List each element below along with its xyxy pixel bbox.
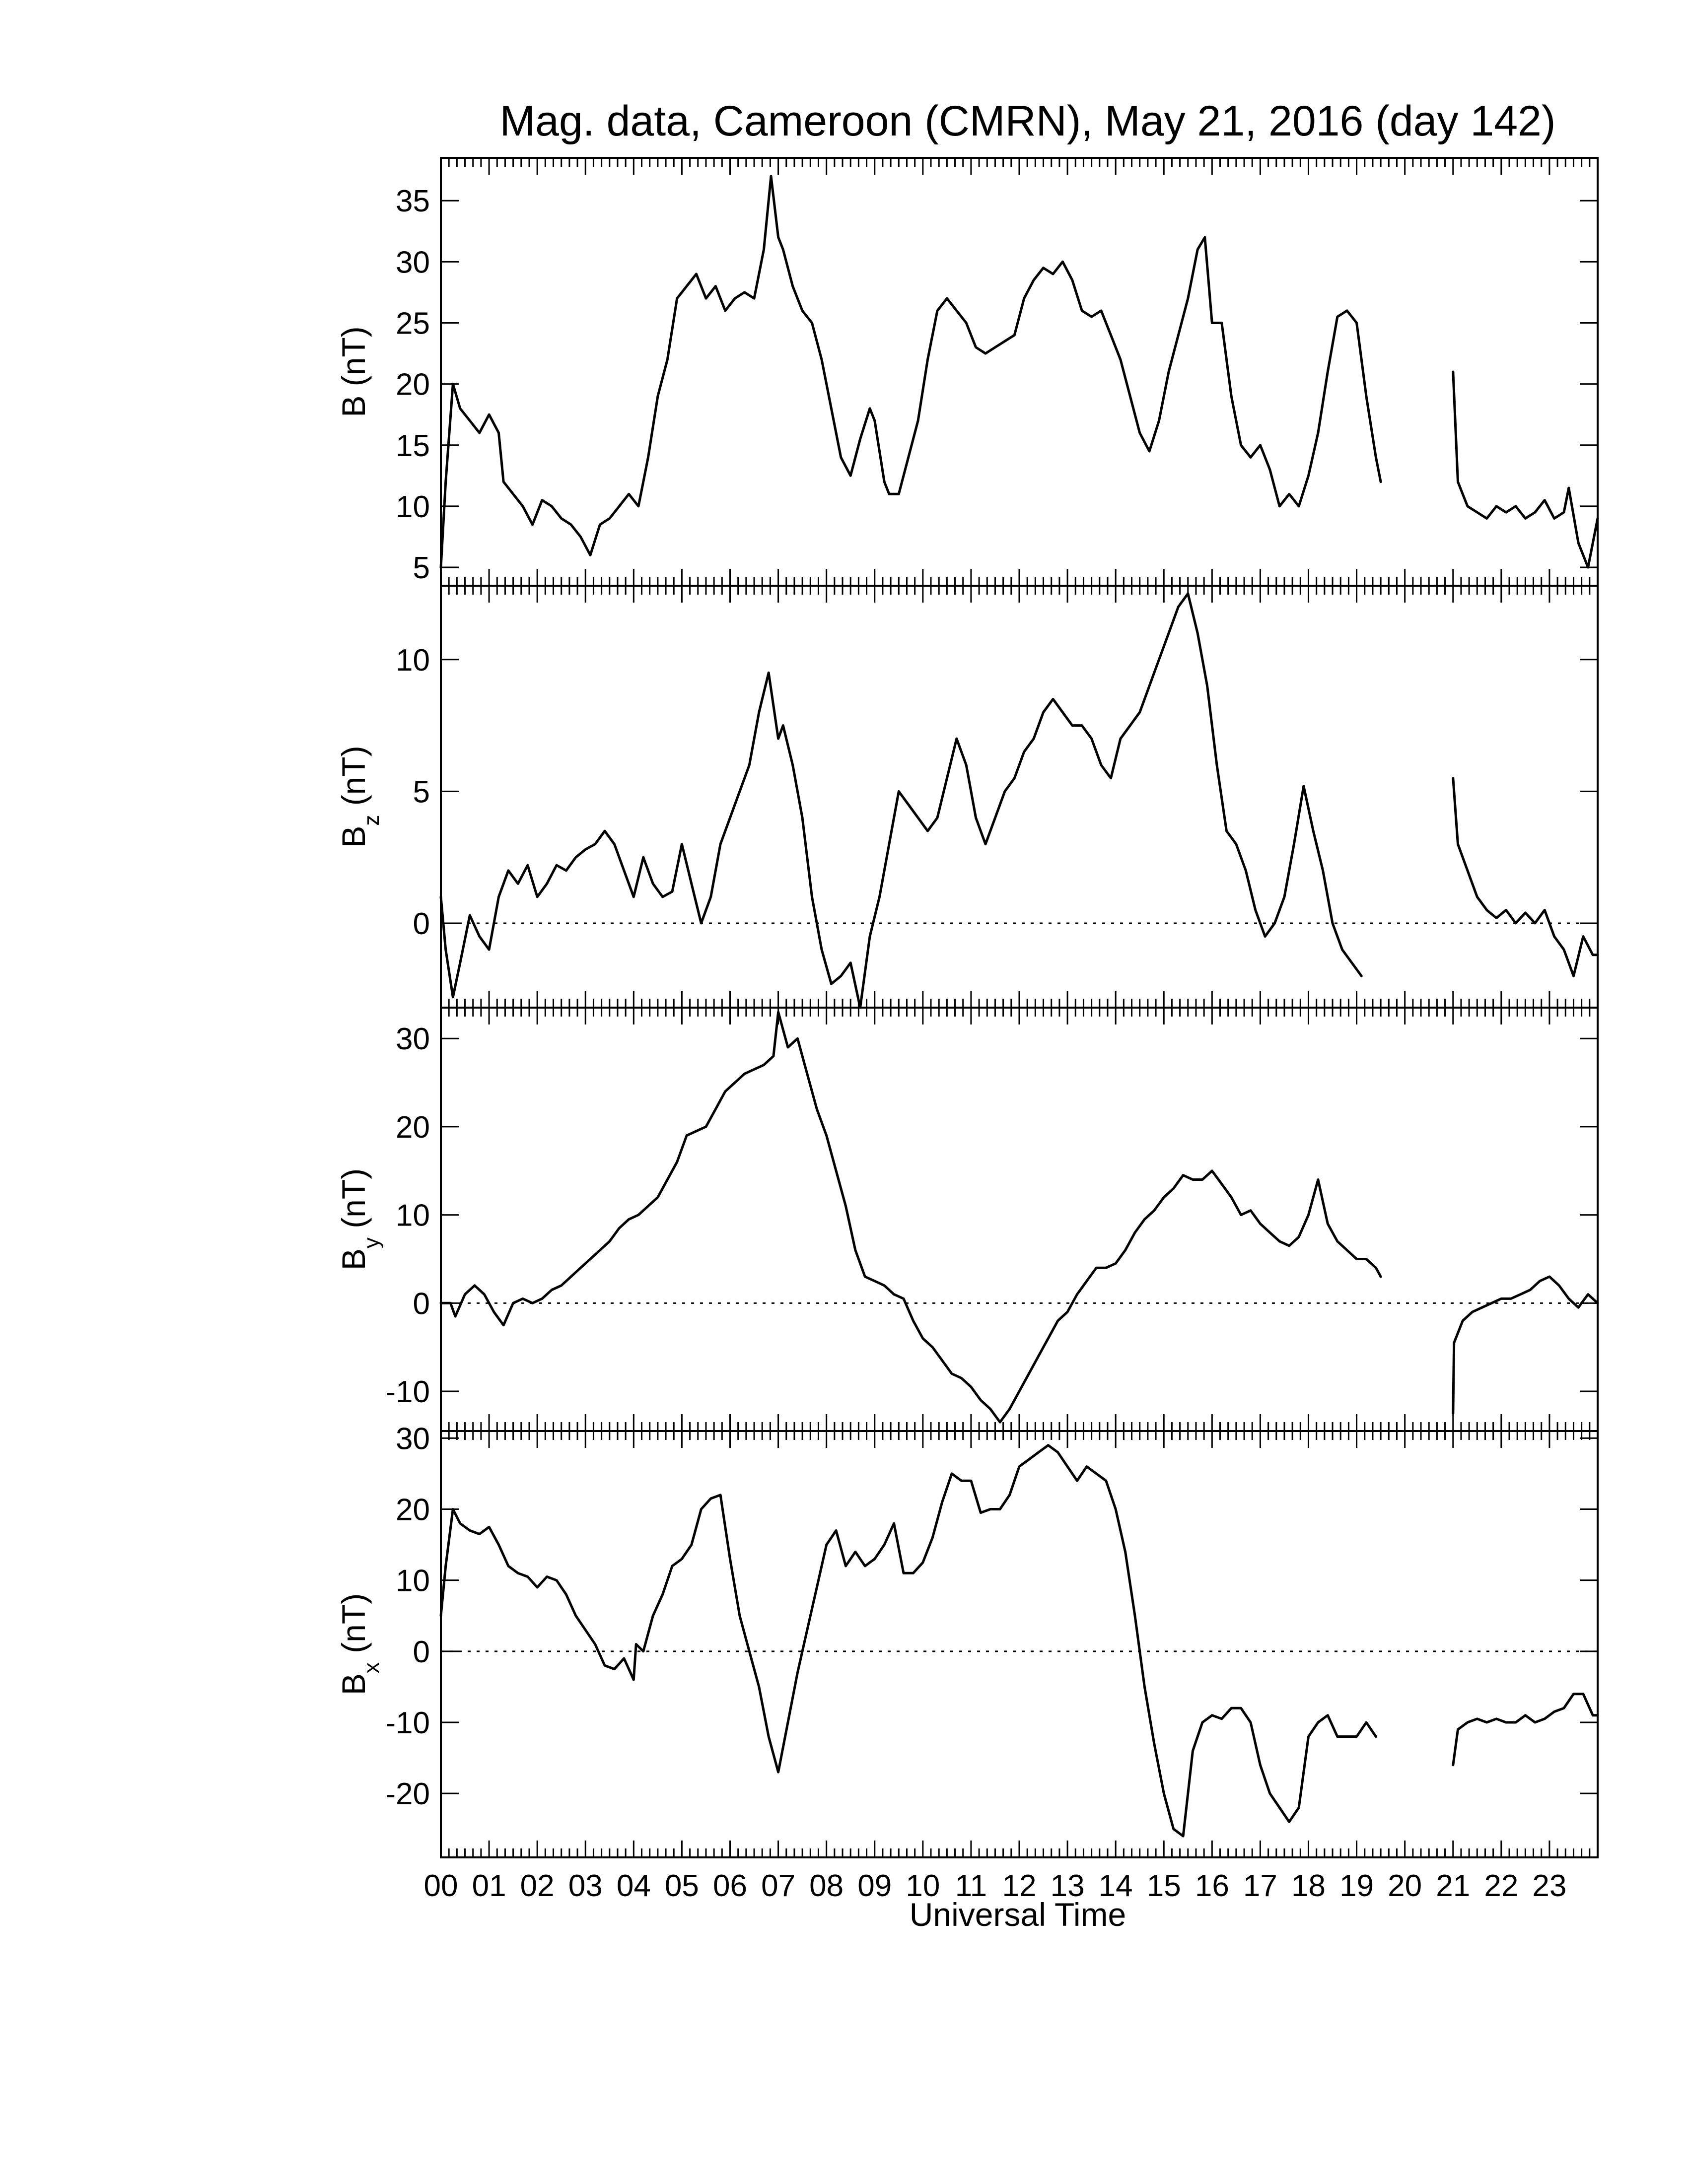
- x-tick-label: 07: [761, 1869, 795, 1903]
- y-tick-label: 0: [413, 1287, 430, 1321]
- panel-B: 5 10 15 20 25 30 35 B (nT): [335, 157, 1599, 587]
- data-trace-Bz-1: [1452, 777, 1599, 977]
- x-tick-label: 04: [617, 1869, 651, 1903]
- data-trace-By-0: [439, 1011, 1382, 1424]
- y-axis-label-Bz: Bz (nT): [335, 746, 384, 847]
- x-tick-label: 17: [1243, 1869, 1277, 1903]
- x-tick-labels: 00 01 02 03 04 05 06 07 08 09 10 11 12 13 14 15 16 17 18 19…: [424, 1869, 1567, 1903]
- y-axis-label-Bx: Bx (nT): [335, 1593, 384, 1695]
- x-tick-label: 06: [713, 1869, 747, 1903]
- x-tick-label: 14: [1099, 1869, 1133, 1903]
- panels-group: 5 10 15 20 25 30 35 B (nT) 0 5 10 Bz (nT) -10 0 10 20 30…: [335, 157, 1599, 1858]
- y-tick-label: 20: [396, 1493, 430, 1527]
- data-trace-B-1: [1452, 370, 1599, 569]
- y-tick-label: 30: [396, 1022, 430, 1056]
- y-tick-label: 10: [396, 643, 430, 678]
- x-tick-label: 12: [1002, 1869, 1037, 1903]
- y-tick-label: 10: [396, 1199, 430, 1233]
- y-tick-label: 10: [396, 490, 430, 524]
- data-trace-Bz-0: [439, 592, 1363, 1009]
- x-tick-label: 05: [665, 1869, 699, 1903]
- x-tick-label: 11: [955, 1869, 987, 1903]
- y-tick-label: -10: [385, 1706, 430, 1740]
- data-trace-B-0: [439, 175, 1382, 569]
- x-tick-label: 08: [809, 1869, 844, 1903]
- y-tick-label: -20: [385, 1777, 430, 1811]
- y-tick-label: 5: [413, 775, 430, 809]
- data-trace-Bx-1: [1452, 1693, 1599, 1767]
- panel-frame-Bx: [440, 1430, 1599, 1858]
- panel-By: -10 0 10 20 30 By (nT): [335, 1007, 1599, 1432]
- panel-frame-Bz: [440, 585, 1599, 1009]
- x-tick-label: 16: [1195, 1869, 1229, 1903]
- y-tick-label: 5: [413, 551, 430, 585]
- x-tick-label: 19: [1339, 1869, 1374, 1903]
- data-trace-Bx-0: [439, 1444, 1377, 1838]
- y-tick-label: -10: [385, 1375, 430, 1409]
- y-tick-label: 15: [396, 429, 430, 463]
- chart-title: Mag. data, Cameroon (CMRN), May 21, 2016…: [499, 97, 1555, 145]
- x-tick-label: 13: [1051, 1869, 1085, 1903]
- x-tick-label: 20: [1388, 1869, 1422, 1903]
- x-axis-label: Universal Time: [910, 1896, 1126, 1933]
- x-tick-label: 10: [906, 1869, 940, 1903]
- x-tick-label: 09: [857, 1869, 892, 1903]
- y-axis-label-B: B (nT): [335, 326, 372, 417]
- x-tick-label: 21: [1436, 1869, 1470, 1903]
- y-tick-label: 20: [396, 1110, 430, 1145]
- x-tick-label: 00: [424, 1869, 458, 1903]
- x-tick-label: 01: [472, 1869, 506, 1903]
- panel-frame-B: [440, 157, 1599, 587]
- y-tick-label: 25: [396, 306, 430, 341]
- data-trace-By-1: [1452, 1275, 1599, 1415]
- y-tick-label: 35: [396, 184, 430, 218]
- y-tick-label: 20: [396, 368, 430, 402]
- x-tick-label: 15: [1147, 1869, 1181, 1903]
- x-tick-label: 03: [568, 1869, 603, 1903]
- y-tick-label: 30: [396, 245, 430, 279]
- y-axis-label-By: By (nT): [335, 1168, 384, 1270]
- x-tick-label: 22: [1484, 1869, 1518, 1903]
- x-tick-label: 23: [1532, 1869, 1566, 1903]
- y-tick-label: 10: [396, 1564, 430, 1598]
- panel-Bx: -20 -10 0 10 20 30 Bx (nT): [335, 1422, 1599, 1858]
- y-tick-label: 30: [396, 1422, 430, 1456]
- panel-Bz: 0 5 10 Bz (nT): [335, 585, 1599, 1009]
- y-tick-label: 0: [413, 1635, 430, 1669]
- x-tick-label: 18: [1291, 1869, 1326, 1903]
- x-tick-label: 02: [520, 1869, 555, 1903]
- y-tick-label: 0: [413, 907, 430, 941]
- panel-frame-By: [440, 1007, 1599, 1432]
